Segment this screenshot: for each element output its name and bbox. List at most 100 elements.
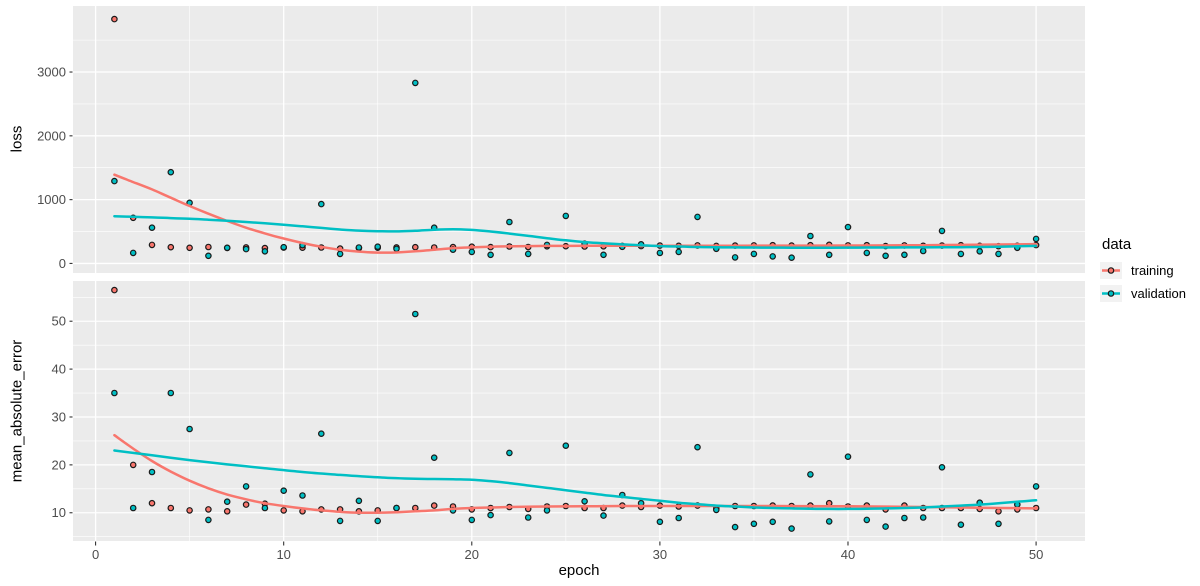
y-tick-label: 30 <box>52 409 66 424</box>
point-validation <box>731 523 739 531</box>
point-validation <box>1032 483 1040 490</box>
point-training <box>111 286 118 294</box>
point-validation <box>280 487 288 495</box>
point-validation <box>807 471 814 478</box>
point-validation <box>938 463 946 471</box>
point-training <box>411 243 419 251</box>
point-training <box>242 501 250 508</box>
point-validation <box>374 243 382 251</box>
point-training <box>205 506 212 513</box>
point-validation <box>863 516 871 524</box>
legend-key-point <box>1107 290 1115 297</box>
point-validation <box>957 250 965 258</box>
point-validation <box>487 511 494 519</box>
point-validation <box>393 504 400 512</box>
point-validation <box>581 497 588 505</box>
point-validation <box>242 245 250 253</box>
point-validation <box>336 250 344 258</box>
point-validation <box>487 251 494 259</box>
point-training <box>167 504 175 512</box>
point-validation <box>261 248 269 255</box>
point-validation <box>506 449 513 457</box>
point-validation <box>656 518 664 526</box>
point-validation <box>656 249 664 257</box>
point-validation <box>148 468 156 476</box>
point-validation <box>355 497 363 505</box>
point-validation <box>769 253 777 260</box>
x-tick-label: 30 <box>653 547 667 562</box>
point-training <box>111 15 118 23</box>
point-validation <box>280 243 288 251</box>
point-validation <box>750 520 758 528</box>
point-validation <box>675 514 683 522</box>
point-validation <box>750 250 758 258</box>
point-validation <box>317 430 325 438</box>
legend-item-training: training <box>1100 262 1200 279</box>
point-validation <box>788 254 795 262</box>
point-validation <box>957 521 965 529</box>
x-tick-label: 20 <box>465 547 479 562</box>
point-validation <box>995 520 1002 528</box>
point-validation <box>506 218 513 226</box>
point-validation <box>844 223 852 231</box>
x-axis-title: epoch <box>558 562 600 579</box>
point-validation <box>111 177 118 185</box>
point-validation <box>468 248 476 256</box>
point-training <box>411 504 419 512</box>
y-tick-label: 0 <box>59 256 66 271</box>
legend-key-glyph <box>1102 290 1120 297</box>
point-validation <box>882 252 889 260</box>
y-tick-label: 50 <box>52 314 66 329</box>
point-validation <box>562 212 570 220</box>
point-validation <box>393 245 400 253</box>
x-tick-label: 0 <box>92 547 99 562</box>
point-validation <box>205 252 212 260</box>
y-axis-title-loss: loss <box>8 125 26 153</box>
legend-label-validation: validation <box>1131 286 1186 301</box>
point-validation <box>995 250 1002 258</box>
point-validation <box>919 514 927 521</box>
point-validation <box>825 518 833 525</box>
point-validation <box>919 247 927 255</box>
legend-key-glyph <box>1102 267 1120 274</box>
point-validation <box>129 249 137 257</box>
point-validation <box>167 389 175 397</box>
point-validation <box>863 249 871 257</box>
legend-label-training: training <box>1131 263 1174 278</box>
point-validation <box>411 310 419 318</box>
point-training <box>430 502 438 509</box>
point-validation <box>261 504 269 512</box>
smooth-line-validation <box>113 449 1038 511</box>
point-validation <box>600 512 607 519</box>
point-validation <box>901 514 908 522</box>
x-tick-label: 10 <box>276 547 290 562</box>
point-validation <box>299 492 306 499</box>
point-training <box>205 243 212 251</box>
point-validation <box>938 227 946 235</box>
point-validation <box>411 79 419 87</box>
point-validation <box>882 523 889 530</box>
point-training <box>223 507 231 515</box>
point-validation <box>543 507 551 514</box>
point-validation <box>374 517 382 525</box>
point-training <box>995 507 1002 515</box>
point-training <box>186 244 193 252</box>
point-validation <box>524 250 532 258</box>
point-validation <box>223 244 231 252</box>
y-tick-label: 3000 <box>37 65 66 80</box>
point-validation <box>844 453 852 461</box>
y-tick-label: 1000 <box>37 192 66 207</box>
y-tick-label: 40 <box>52 362 66 377</box>
smooth-line-validation <box>113 214 1038 249</box>
point-validation <box>111 389 118 397</box>
point-validation <box>694 443 701 451</box>
point-validation <box>1032 235 1040 243</box>
point-validation <box>694 213 701 221</box>
legend-title: data <box>1102 236 1132 253</box>
point-validation <box>336 517 344 525</box>
x-tick-label: 50 <box>1029 547 1043 562</box>
x-tick-label: 40 <box>841 547 855 562</box>
point-validation <box>976 248 984 255</box>
